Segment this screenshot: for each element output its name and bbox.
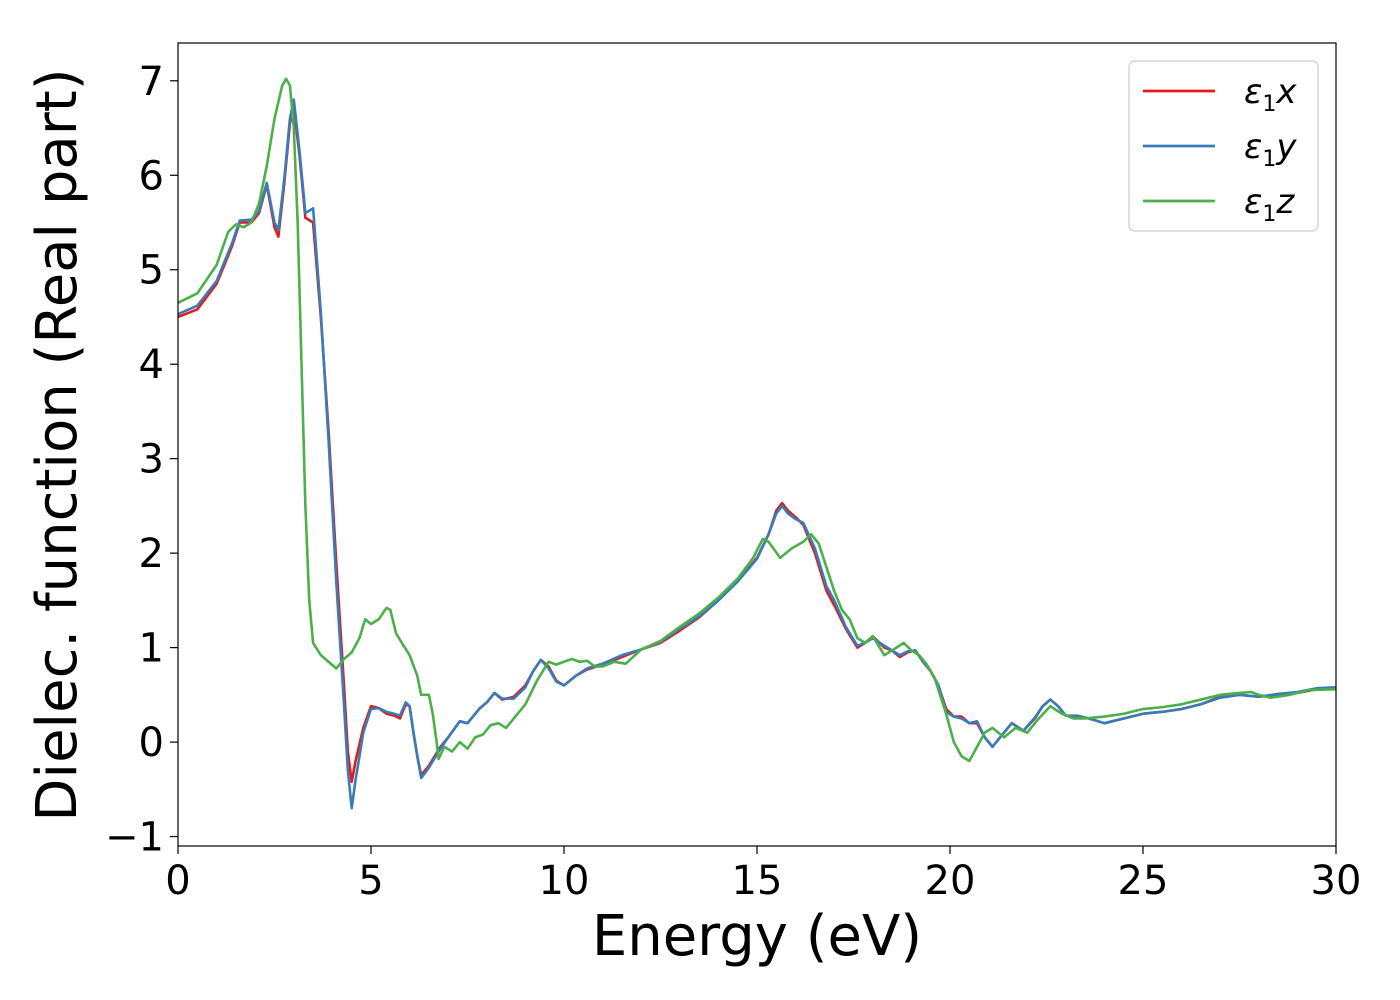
x-tick-label: 5 — [358, 858, 383, 904]
x-axis-label: Energy (eV) — [592, 904, 922, 969]
y-tick-label: 4 — [139, 342, 164, 388]
y-axis-ticks: −1 0 1 2 3 4 5 6 7 — [105, 59, 178, 861]
y-axis-label: Dielec. function (Real part) — [25, 68, 90, 821]
y-tick-label: 5 — [139, 248, 164, 294]
legend: ε1x ε1y ε1z — [1128, 60, 1319, 232]
x-tick-label: 0 — [165, 858, 190, 904]
x-tick-label: 15 — [732, 858, 783, 904]
y-tick-label: 2 — [139, 531, 164, 577]
y-tick-label: 6 — [139, 153, 164, 199]
series-line-z — [178, 77, 1336, 763]
y-tick-label: 3 — [139, 437, 164, 483]
y-tick-label: −1 — [105, 815, 164, 861]
legend-label-y: ε1y — [1244, 127, 1297, 172]
legend-label-z: ε1z — [1244, 182, 1295, 227]
x-tick-label: 20 — [925, 858, 976, 904]
y-tick-label: 0 — [139, 720, 164, 766]
y-tick-label: 1 — [139, 626, 164, 672]
y-tick-label: 7 — [139, 59, 164, 105]
x-tick-label: 25 — [1118, 858, 1169, 904]
x-axis-ticks: 0 5 10 15 20 25 30 — [165, 846, 1361, 904]
legend-box — [1128, 60, 1319, 232]
x-tick-label: 10 — [539, 858, 590, 904]
legend-items: ε1x ε1y ε1z — [1143, 72, 1297, 227]
series-layer — [178, 77, 1336, 810]
x-tick-label: 30 — [1311, 858, 1362, 904]
legend-label-x: ε1x — [1244, 72, 1297, 117]
